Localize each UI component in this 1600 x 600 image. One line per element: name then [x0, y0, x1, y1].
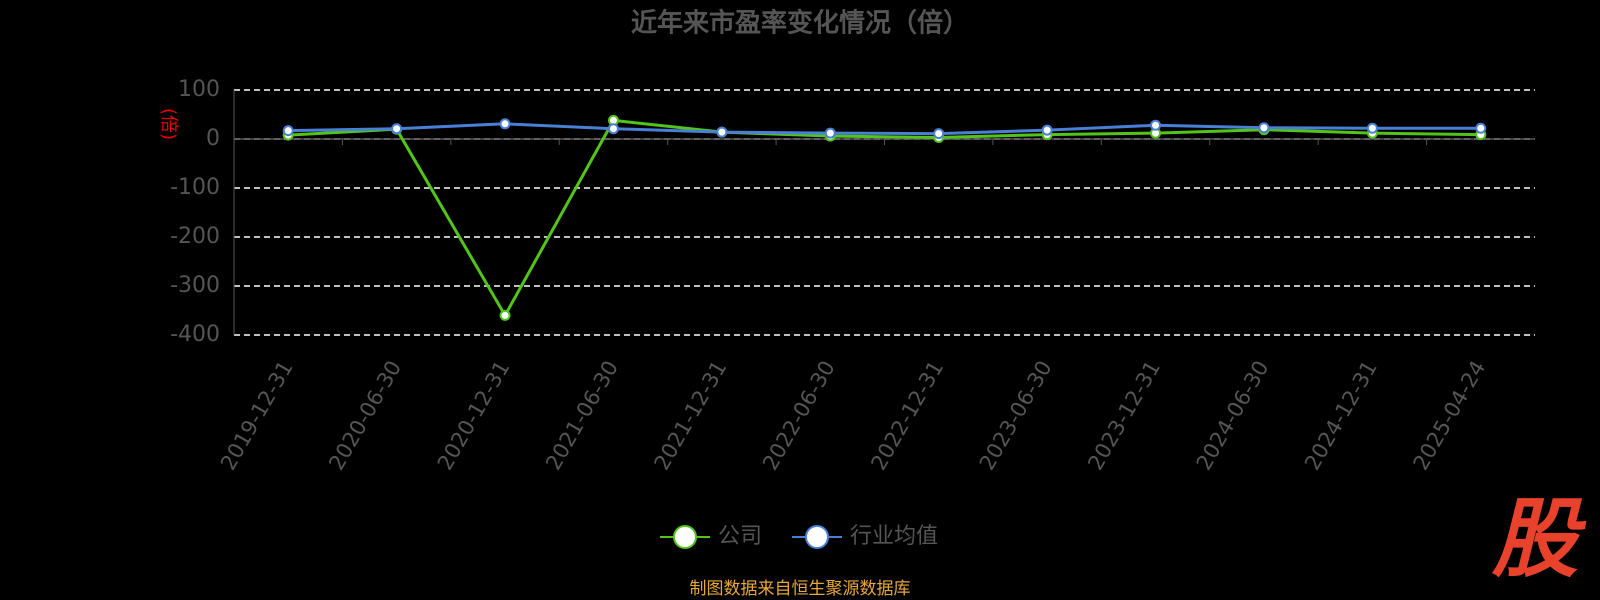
legend-label: 行业均值: [850, 524, 938, 549]
y-tick-label: 100: [178, 77, 220, 102]
series-line: [288, 118, 1481, 319]
source-note: 制图数据来自恒生聚源数据库: [690, 579, 911, 599]
legend-marker: [673, 525, 697, 549]
chart-title: 近年来市盈率变化情况（倍）: [631, 8, 969, 39]
point: [282, 125, 294, 137]
point: [1258, 122, 1270, 134]
legend-marker: [805, 525, 829, 549]
point: [716, 126, 728, 138]
y-tick-label: -400: [170, 322, 220, 347]
point: [1366, 122, 1378, 134]
x-tick-label: 2021-06-30: [541, 357, 623, 475]
point: [607, 123, 619, 135]
point: [1475, 122, 1487, 134]
y-axis-label: (倍): [158, 108, 179, 140]
legend-label: 公司: [718, 524, 762, 549]
x-tick-label: 2022-06-30: [758, 357, 840, 475]
point: [499, 309, 511, 321]
x-tick-label: 2023-06-30: [975, 357, 1057, 475]
logo: 股: [1491, 489, 1587, 589]
point: [933, 128, 945, 140]
x-tick-label: 2025-04-24: [1409, 357, 1491, 475]
point: [391, 123, 403, 135]
x-tick-label: 2019-12-31: [216, 357, 298, 475]
x-tick-label: 2024-12-31: [1300, 357, 1382, 475]
x-tick-label: 2021-12-31: [650, 357, 732, 475]
y-tick-label: -100: [170, 175, 220, 200]
x-tick-label: 2020-06-30: [324, 357, 406, 475]
y-tick-label: -200: [170, 224, 220, 249]
y-tick-label: -300: [170, 273, 220, 298]
point: [1041, 124, 1053, 136]
point: [499, 118, 511, 130]
point: [1150, 119, 1162, 131]
x-tick-label: 2023-12-31: [1083, 357, 1165, 475]
series-line: [288, 122, 1481, 136]
x-tick-label: 2024-06-30: [1192, 357, 1274, 475]
point: [824, 127, 836, 139]
y-tick-label: 0: [206, 126, 220, 151]
x-tick-label: 2020-12-31: [433, 356, 515, 474]
x-tick-label: 2022-12-31: [866, 356, 948, 474]
